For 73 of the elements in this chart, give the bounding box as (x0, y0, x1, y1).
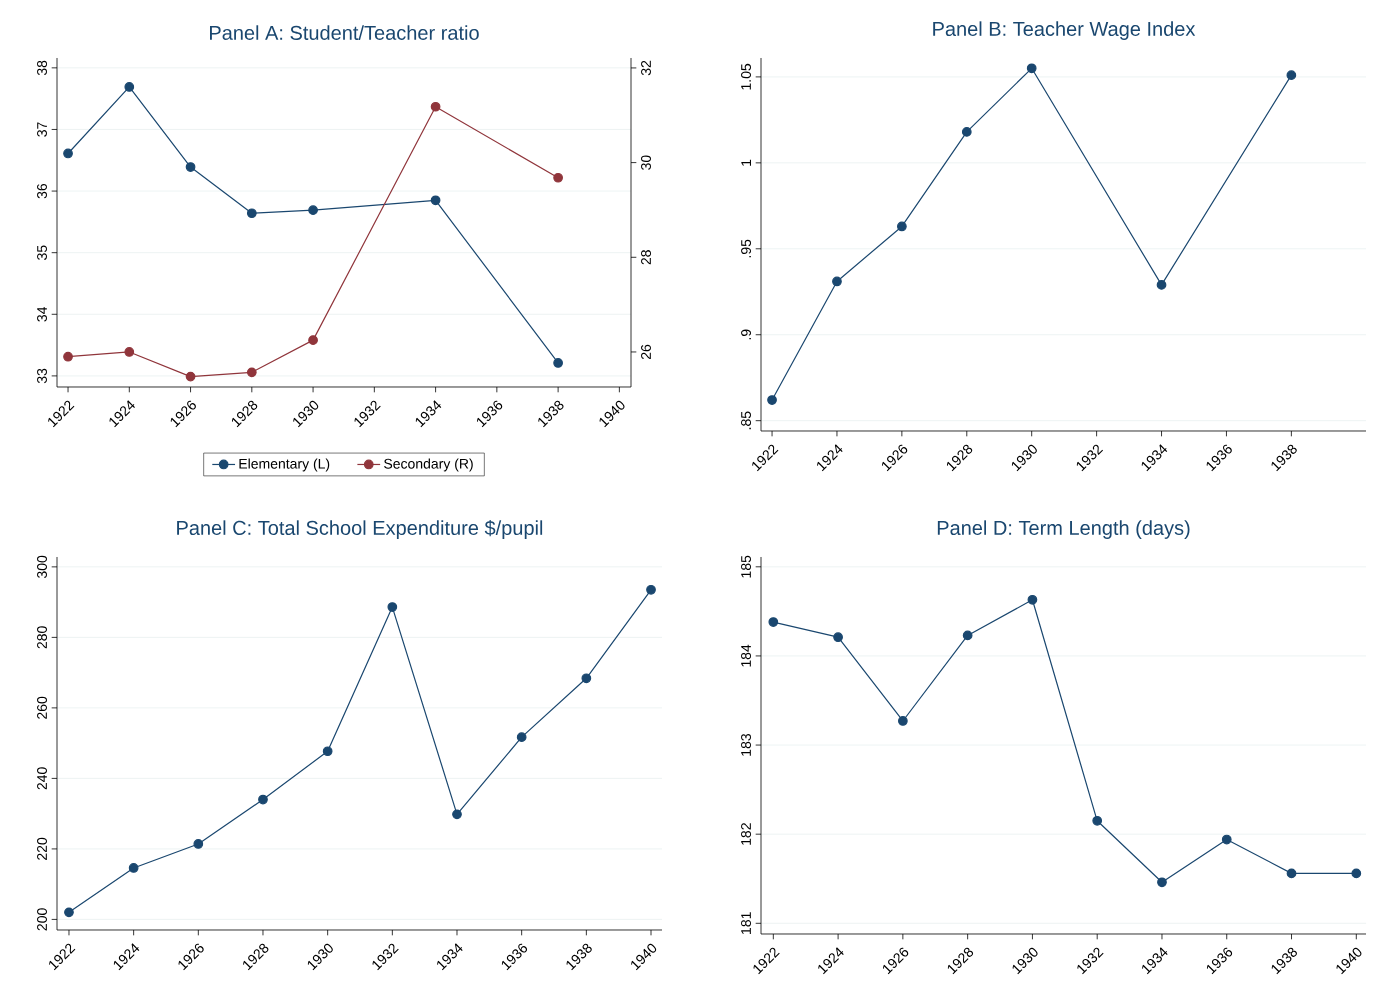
point (308, 205, 318, 216)
point (1156, 280, 1167, 290)
point (1027, 594, 1038, 605)
point (124, 347, 135, 357)
point (961, 127, 972, 137)
point (64, 907, 74, 918)
point (1351, 868, 1362, 879)
y-tick-label: 220 (37, 837, 47, 860)
y-tick-label: 35 (37, 245, 47, 260)
point (246, 367, 257, 378)
y2-tick-label: 32 (641, 60, 651, 76)
point (516, 732, 527, 743)
point (246, 208, 257, 219)
point (832, 276, 842, 287)
y-tick-label: .95 (741, 239, 751, 258)
y2-tick-label: 28 (641, 250, 651, 265)
y-tick-label: 33 (37, 368, 47, 384)
point (1026, 63, 1037, 74)
chart-title: Panel B: Teacher Wage Index (933, 21, 1196, 40)
point (1286, 70, 1297, 81)
y-tick-label: .85 (741, 411, 751, 430)
y-tick-label: 300 (37, 555, 47, 579)
point (646, 584, 656, 595)
y-tick-label: 34 (37, 306, 47, 322)
y-tick-label: 181 (741, 912, 751, 934)
point (387, 602, 398, 612)
legend-label: Secondary (R) (384, 458, 473, 472)
point (185, 162, 196, 172)
point (962, 630, 973, 641)
point (128, 863, 139, 873)
point (63, 148, 73, 159)
y-tick-label: 182 (741, 823, 751, 845)
y2-tick-label: 26 (641, 344, 651, 360)
point (553, 172, 563, 183)
y-tick-label: .9 (741, 329, 751, 340)
point (1221, 834, 1232, 845)
y2-tick-label: 30 (641, 155, 651, 170)
y-tick-label: 240 (37, 767, 47, 790)
point (63, 351, 73, 362)
chart-title: Panel D: Term Length (days) (937, 520, 1190, 539)
chart-title: Panel A: Student/Teacher ratio (210, 25, 479, 40)
point (124, 82, 135, 92)
legend-label: Elementary (L) (239, 458, 330, 472)
point (452, 809, 462, 820)
point (553, 358, 563, 368)
y-tick-label: 200 (37, 908, 47, 931)
y-tick-label: 260 (37, 696, 47, 719)
point (430, 101, 441, 112)
point (581, 673, 592, 684)
y-tick-label: 1 (741, 159, 751, 166)
y-tick-label: 36 (37, 183, 47, 199)
y-tick-label: 183 (741, 733, 751, 756)
y-tick-label: 37 (37, 122, 47, 137)
point (258, 794, 268, 805)
point (898, 716, 908, 726)
point (193, 839, 204, 849)
y-tick-label: 184 (741, 644, 751, 667)
y-tick-label: 280 (37, 626, 47, 649)
y-tick-label: 1.05 (741, 63, 751, 90)
point (767, 395, 777, 405)
point (430, 195, 441, 206)
point (185, 371, 196, 382)
y-tick-label: 185 (741, 555, 751, 578)
point (1092, 815, 1103, 826)
point (1157, 877, 1167, 888)
point (1286, 868, 1297, 879)
point (897, 221, 907, 232)
point (768, 617, 779, 627)
chart-title: Panel C: Total School Expenditure $/pupil (177, 520, 543, 539)
y-tick-label: 38 (37, 60, 47, 76)
point (308, 335, 318, 345)
point (833, 632, 843, 643)
point (322, 746, 333, 757)
